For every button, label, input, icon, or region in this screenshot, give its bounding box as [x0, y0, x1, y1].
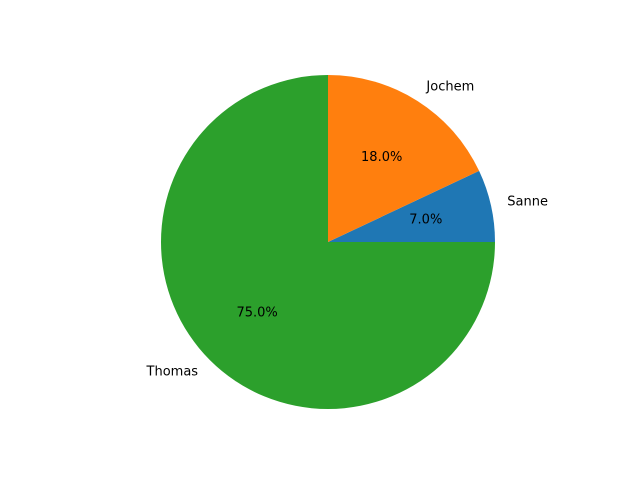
- slice-percent-jochem: 18.0%: [361, 150, 402, 165]
- slice-percent-thomas: 75.0%: [236, 305, 277, 320]
- slice-label-thomas: Thomas: [146, 364, 199, 379]
- pie-slice-sanne: [328, 170, 496, 242]
- pie-slice-jochem: [328, 75, 480, 242]
- pie-slice-thomas: [161, 75, 495, 409]
- slice-label-sanne: Sanne: [507, 194, 548, 209]
- pie-slices: [161, 75, 496, 409]
- slice-percent-sanne: 7.0%: [409, 213, 442, 228]
- slice-label-jochem: Jochem: [425, 79, 474, 94]
- pie-labels: Sanne 7.0% Jochem 18.0% Thomas 75.0%: [146, 79, 548, 379]
